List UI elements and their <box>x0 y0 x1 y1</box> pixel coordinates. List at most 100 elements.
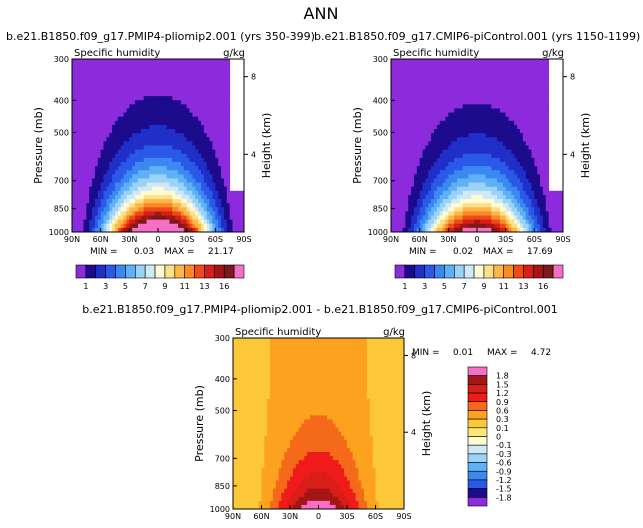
contour-cell <box>459 223 464 229</box>
contour-cell <box>468 149 472 155</box>
contour-cell <box>203 67 208 72</box>
contour-cell <box>97 100 102 105</box>
contour-cell <box>393 79 398 85</box>
contour-cell <box>445 186 449 192</box>
contour-cell <box>485 211 489 216</box>
contour-cell <box>531 153 535 159</box>
contour-cell <box>109 75 113 80</box>
contour-cell <box>100 79 104 85</box>
contour-cell <box>115 190 119 196</box>
contour-cell <box>226 182 231 188</box>
contour-cell <box>223 145 228 151</box>
contour-cell <box>158 63 162 68</box>
contour-cell <box>545 166 550 171</box>
contour-cell <box>485 112 489 118</box>
contour-cell <box>462 71 466 76</box>
contour-cell <box>554 190 558 196</box>
contour-cell <box>396 112 400 118</box>
contour-cell <box>482 153 486 159</box>
contour-cell <box>223 91 228 97</box>
contour-cell <box>235 366 240 371</box>
contour-cell <box>393 124 398 130</box>
contour-cell <box>508 219 512 225</box>
contour-cell <box>491 79 495 85</box>
contour-cell <box>474 182 478 188</box>
contour-cell <box>474 174 478 179</box>
contour-cell <box>442 211 446 216</box>
contour-cell <box>497 211 501 216</box>
contour-cell <box>201 129 205 134</box>
contour-cell <box>92 129 96 134</box>
contour-cell <box>206 170 210 175</box>
contour-cell <box>172 145 176 151</box>
contour-cell <box>160 227 165 233</box>
contour-cell <box>416 194 421 200</box>
contour-cell <box>528 203 532 208</box>
contour-cell <box>511 161 515 167</box>
contour-cell <box>542 59 547 64</box>
contour-cell <box>100 223 104 229</box>
contour-cell <box>238 362 242 367</box>
contour-cell <box>146 153 150 159</box>
contour-cell <box>178 153 182 159</box>
contour-cell <box>115 91 119 97</box>
contour-cell <box>195 120 199 126</box>
contour-cell <box>477 63 481 68</box>
contour-cell <box>172 137 176 142</box>
contour-cell <box>434 207 438 212</box>
contour-cell <box>209 124 213 130</box>
contour-cell <box>100 170 104 175</box>
contour-cell <box>80 108 84 113</box>
contour-cell <box>511 133 515 138</box>
contour-cell <box>436 153 441 159</box>
contour-cell <box>158 157 162 163</box>
contour-cell <box>522 96 527 101</box>
contour-cell <box>94 133 99 138</box>
contour-cell <box>117 170 122 175</box>
contour-cell <box>542 63 547 68</box>
contour-cell <box>528 149 532 155</box>
contour-cell <box>175 137 179 142</box>
contour-cell <box>126 174 130 179</box>
contour-cell <box>149 211 153 216</box>
contour-cell <box>89 116 93 122</box>
contour-cell <box>140 199 145 204</box>
contour-cell <box>465 223 469 229</box>
contour-cell <box>454 219 458 225</box>
contour-cell <box>482 149 486 155</box>
contour-cell <box>502 186 507 192</box>
contour-cell <box>143 87 147 93</box>
contour-cell <box>439 63 443 68</box>
contour-cell <box>143 129 147 134</box>
contour-cell <box>542 178 547 183</box>
contour-cell <box>448 67 452 72</box>
contour-cell <box>180 178 185 183</box>
contour-cell <box>80 153 84 159</box>
contour-cell <box>482 87 486 93</box>
contour-cell <box>482 63 486 68</box>
contour-cell <box>419 104 423 109</box>
contour-cell <box>115 178 119 183</box>
contour-cell <box>393 91 398 97</box>
contour-cell <box>474 157 478 163</box>
contour-cell <box>499 157 504 163</box>
contour-cell <box>132 149 136 155</box>
contour-cell <box>474 71 478 76</box>
contour-cell <box>393 186 398 192</box>
contour-cell <box>238 366 242 371</box>
contour-cell <box>135 153 139 159</box>
contour-cell <box>169 227 173 233</box>
contour-cell <box>198 153 202 159</box>
contour-cell <box>479 141 484 146</box>
contour-cell <box>485 59 489 64</box>
contour-cell <box>86 63 90 68</box>
contour-cell <box>471 96 475 101</box>
contour-cell <box>445 87 449 93</box>
contour-cell <box>448 207 452 212</box>
contour-cell <box>189 116 193 122</box>
contour-cell <box>393 178 398 183</box>
contour-cell <box>517 174 521 179</box>
contour-cell <box>391 59 395 64</box>
contour-cell <box>215 112 219 118</box>
contour-cell <box>198 207 202 212</box>
